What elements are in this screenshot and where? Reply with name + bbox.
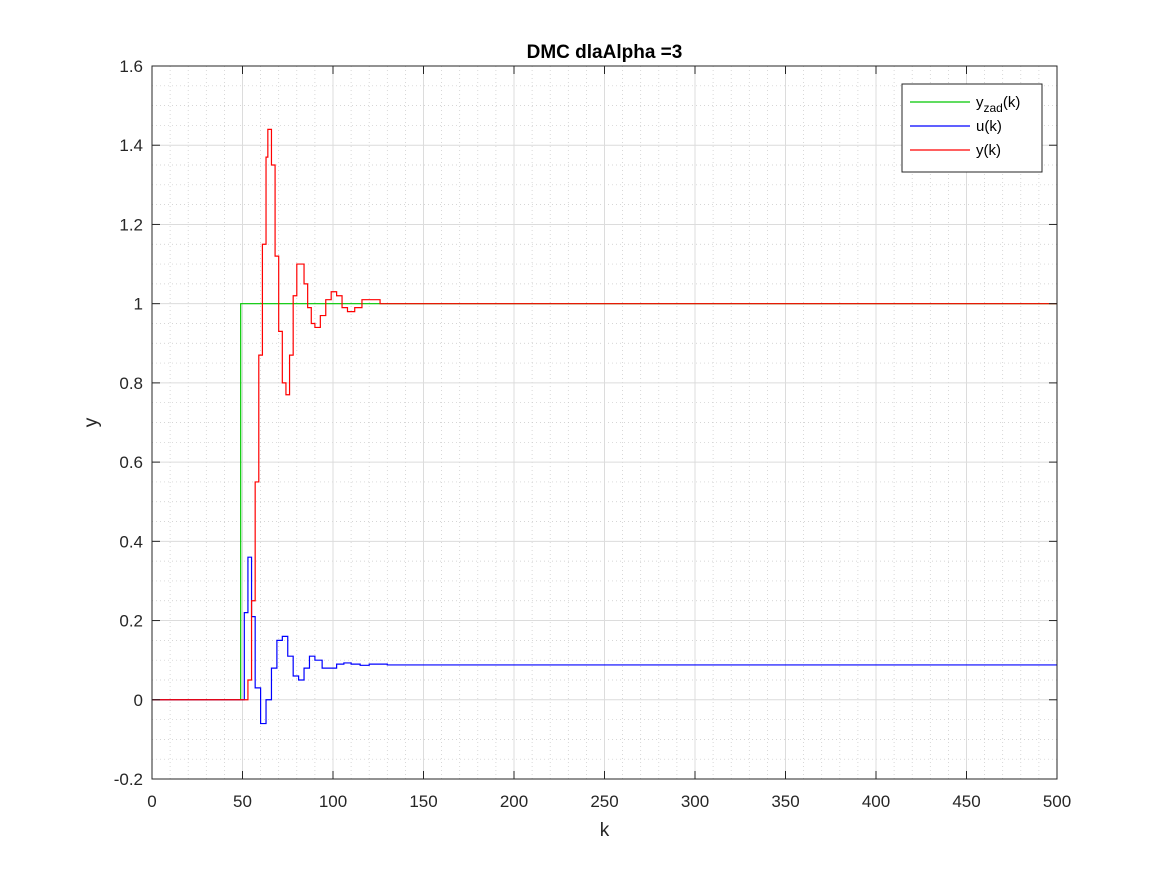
y-axis-title: y [81, 417, 102, 427]
chart-title: DMC dlaAlpha =3 [527, 42, 683, 63]
legend-label: u(k) [976, 118, 1002, 135]
x-tick-label: 500 [1043, 792, 1071, 811]
x-tick-label: 250 [590, 792, 618, 811]
y-tick-label: -0.2 [114, 770, 143, 789]
y-tick-label: 1.2 [119, 215, 143, 234]
x-tick-label: 0 [147, 792, 156, 811]
legend-label: yzad(k) [976, 94, 1020, 115]
x-tick-label: 300 [681, 792, 709, 811]
y-tick-label: 0.4 [119, 532, 143, 551]
y-tick-label: 0.8 [119, 374, 143, 393]
y-tick-label: 0.6 [119, 453, 143, 472]
legend-label: y(k) [976, 142, 1001, 159]
x-tick-label: 150 [409, 792, 437, 811]
x-axis-title: k [600, 820, 610, 841]
major-grid [152, 66, 1057, 779]
x-tick-label: 50 [233, 792, 252, 811]
tick-labels: 0 50 100 150 200 250 300 350 400 450 500-0.200.20.… [114, 57, 1071, 811]
tick-marks [151, 65, 1058, 780]
y-tick-label: 1 [134, 295, 143, 314]
x-tick-label: 350 [771, 792, 799, 811]
x-tick-label: 450 [952, 792, 980, 811]
legend: yzad(k) u(k) y(k) [901, 83, 1043, 173]
series-line-u-k- [152, 556, 1057, 725]
y-tick-label: 1.6 [119, 57, 143, 76]
x-tick-label: 100 [319, 792, 347, 811]
series-layer [152, 128, 1057, 725]
y-tick-label: 1.4 [119, 136, 143, 155]
y-tick-label: 0.2 [119, 612, 143, 631]
series-line-y-k- [152, 128, 1057, 701]
x-tick-label: 200 [500, 792, 528, 811]
x-tick-label: 400 [862, 792, 890, 811]
legend-box [901, 83, 1043, 173]
y-tick-label: 0 [134, 691, 143, 710]
